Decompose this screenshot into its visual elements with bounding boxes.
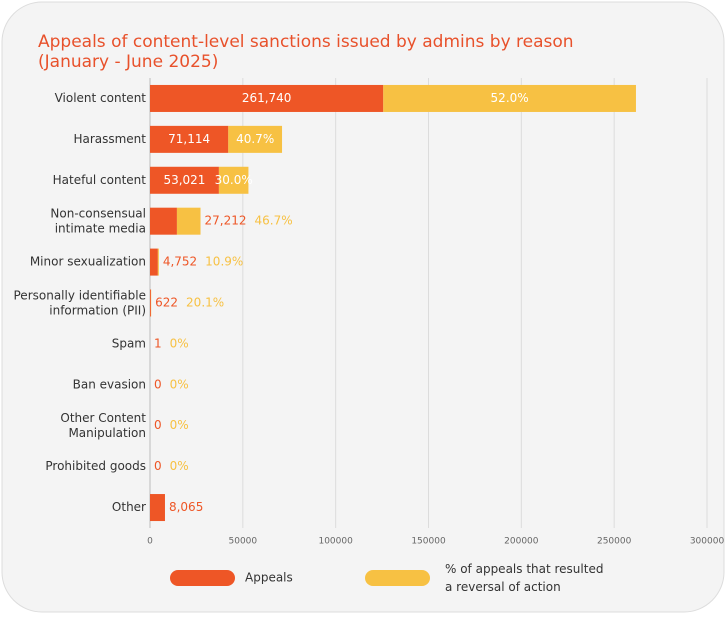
x-tick-label: 50000 (229, 537, 258, 547)
x-tick-label: 150000 (411, 537, 446, 547)
appeals-label: 53,021 (163, 173, 205, 187)
appeals-label: 622 (155, 296, 178, 310)
y-tick-label: Other (112, 500, 146, 514)
legend-swatch (170, 570, 235, 586)
appeals-bar (150, 249, 158, 276)
reversal-label: 52.0% (491, 91, 529, 105)
appeals-bar (150, 290, 151, 317)
appeals-label: 0 (154, 418, 162, 432)
legend-swatch (365, 570, 430, 586)
reversal-label: 20.1% (186, 296, 224, 310)
x-tick-label: 300000 (690, 537, 725, 547)
appeals-label: 27,212 (205, 214, 247, 228)
appeals-label: 0 (154, 377, 162, 391)
y-tick-label: Prohibited goods (45, 459, 146, 473)
y-tick-label: Harassment (73, 132, 146, 146)
reversal-label: 46.7% (255, 214, 293, 228)
reversal-label: 30.0% (215, 173, 253, 187)
y-tick-label: Hateful content (53, 173, 147, 187)
legend-label: Appeals (245, 571, 293, 585)
appeals-label: 1 (154, 336, 162, 350)
x-tick-label: 100000 (318, 537, 353, 547)
y-tick-label: Violent content (55, 91, 147, 105)
reversal-bar (158, 249, 159, 276)
x-tick-label: 0 (147, 537, 153, 547)
y-tick-label: Ban evasion (73, 377, 146, 391)
appeals-bar (150, 208, 177, 235)
appeals-label: 0 (154, 459, 162, 473)
reversal-label: 0% (170, 418, 189, 432)
reversal-label: 0% (170, 459, 189, 473)
y-tick-label: Minor sexualization (30, 255, 146, 269)
reversal-label: 0% (170, 377, 189, 391)
reversal-bar (177, 208, 201, 235)
appeals-label: 8,065 (169, 500, 203, 514)
appeals-label: 71,114 (168, 132, 210, 146)
appeals-bar (150, 494, 165, 521)
appeals-label: 261,740 (242, 91, 292, 105)
x-tick-label: 200000 (504, 537, 539, 547)
appeals-label: 4,752 (163, 255, 197, 269)
reversal-label: 40.7% (236, 132, 274, 146)
reversal-label: 0% (170, 336, 189, 350)
reversal-label: 10.9% (205, 255, 243, 269)
y-tick-label: Spam (112, 336, 146, 350)
x-tick-label: 250000 (597, 537, 632, 547)
